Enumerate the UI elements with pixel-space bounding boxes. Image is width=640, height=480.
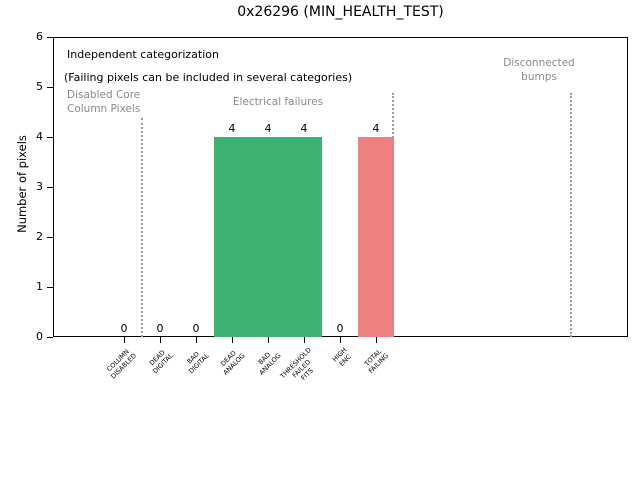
x-tick-label: DEAD DIGITAL (147, 348, 175, 376)
separator-line (141, 118, 143, 337)
x-tick-label: HIGH ENC (331, 346, 354, 369)
y-tick-mark (47, 37, 53, 38)
bar-value-label: 4 (228, 122, 236, 135)
annotation-failing-pixels-note: (Failing pixels can be included in sever… (64, 71, 353, 84)
x-tick-label: COLUMN DISABLED (105, 347, 139, 381)
chart-title: 0x26296 (MIN_HEALTH_TEST) (237, 4, 444, 20)
x-tick-label: TOTAL FAILING (362, 347, 391, 376)
y-tick-mark (47, 137, 53, 138)
y-tick-mark (47, 87, 53, 88)
annotation-electrical-failures: Electrical failures (232, 96, 324, 108)
y-tick-label: 4 (36, 130, 43, 143)
bar (250, 137, 286, 337)
x-tick-label: DEAD ANALOG (218, 349, 247, 377)
annotation-disconnected-bumps: Disconnected bumps (503, 57, 575, 83)
bar-value-label: 4 (264, 122, 272, 135)
bar-value-label: 0 (156, 322, 164, 335)
x-tick-mark (160, 337, 161, 343)
x-tick-mark (124, 337, 125, 343)
x-tick-mark (268, 337, 269, 343)
y-tick-mark (47, 187, 53, 188)
separator-line (392, 93, 394, 337)
y-tick-mark (47, 337, 53, 338)
x-tick-mark (196, 337, 197, 343)
x-tick-label: THRESHOLD FAILED FITS (278, 346, 315, 383)
annotation-independent-categorization: Independent categorization (67, 48, 219, 61)
separator-line (570, 93, 572, 337)
bar-value-label: 0 (336, 322, 344, 335)
x-tick-mark (232, 337, 233, 343)
y-tick-label: 0 (36, 330, 43, 343)
x-tick-label: BAD DIGITAL (185, 350, 211, 376)
y-tick-mark (47, 237, 53, 238)
y-tick-label: 6 (36, 30, 43, 43)
bar-value-label: 4 (300, 122, 308, 135)
annotation-disabled-core-column-pixels: Disabled Core Column Pixels (67, 89, 141, 115)
y-tick-label: 3 (36, 180, 43, 193)
bar (286, 137, 322, 337)
x-tick-mark (304, 337, 305, 343)
y-tick-label: 2 (36, 230, 43, 243)
bar (214, 137, 250, 337)
bar-value-label: 4 (372, 122, 380, 135)
x-tick-label: BAD ANALOG (256, 350, 283, 377)
bar-value-label: 0 (192, 322, 200, 335)
x-tick-mark (376, 337, 377, 343)
y-tick-mark (47, 287, 53, 288)
bar-value-label: 0 (120, 322, 128, 335)
bar (358, 137, 394, 337)
y-tick-label: 1 (36, 280, 43, 293)
y-tick-label: 5 (36, 80, 43, 93)
plot-area (53, 37, 628, 337)
x-tick-mark (340, 337, 341, 343)
